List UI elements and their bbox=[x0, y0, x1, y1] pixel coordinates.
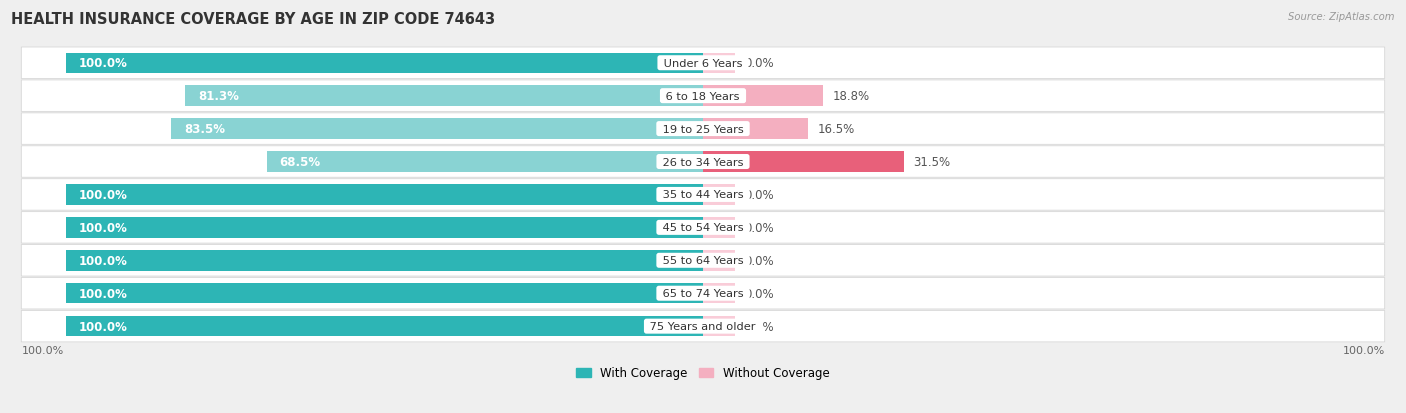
Text: 31.5%: 31.5% bbox=[914, 156, 950, 169]
Bar bbox=[66, 250, 703, 271]
Text: 100.0%: 100.0% bbox=[79, 221, 128, 234]
FancyBboxPatch shape bbox=[21, 311, 1385, 342]
Bar bbox=[703, 152, 904, 172]
Bar bbox=[66, 218, 703, 238]
FancyBboxPatch shape bbox=[21, 179, 1385, 211]
Legend: With Coverage, Without Coverage: With Coverage, Without Coverage bbox=[576, 366, 830, 380]
Bar bbox=[66, 185, 703, 205]
FancyBboxPatch shape bbox=[21, 48, 1385, 79]
Bar bbox=[703, 283, 735, 304]
Text: HEALTH INSURANCE COVERAGE BY AGE IN ZIP CODE 74643: HEALTH INSURANCE COVERAGE BY AGE IN ZIP … bbox=[11, 12, 495, 27]
Text: 68.5%: 68.5% bbox=[280, 156, 321, 169]
FancyBboxPatch shape bbox=[21, 114, 1385, 145]
Text: 0.0%: 0.0% bbox=[744, 188, 775, 202]
Text: 19 to 25 Years: 19 to 25 Years bbox=[659, 124, 747, 134]
Text: Source: ZipAtlas.com: Source: ZipAtlas.com bbox=[1288, 12, 1395, 22]
FancyBboxPatch shape bbox=[21, 212, 1385, 244]
Bar bbox=[172, 119, 703, 140]
Bar bbox=[703, 119, 808, 140]
Bar bbox=[703, 316, 735, 337]
Text: 100.0%: 100.0% bbox=[79, 320, 128, 333]
Text: 26 to 34 Years: 26 to 34 Years bbox=[659, 157, 747, 167]
Bar bbox=[703, 250, 735, 271]
Text: 0.0%: 0.0% bbox=[744, 254, 775, 267]
Text: 100.0%: 100.0% bbox=[1343, 345, 1385, 355]
Text: 100.0%: 100.0% bbox=[79, 287, 128, 300]
FancyBboxPatch shape bbox=[21, 147, 1385, 178]
Bar bbox=[66, 316, 703, 337]
Text: 75 Years and older: 75 Years and older bbox=[647, 321, 759, 331]
Text: 35 to 44 Years: 35 to 44 Years bbox=[659, 190, 747, 200]
Text: 16.5%: 16.5% bbox=[818, 123, 855, 136]
FancyBboxPatch shape bbox=[21, 81, 1385, 112]
Text: 18.8%: 18.8% bbox=[832, 90, 869, 103]
Bar bbox=[66, 53, 703, 74]
Text: 0.0%: 0.0% bbox=[744, 221, 775, 234]
Text: 6 to 18 Years: 6 to 18 Years bbox=[662, 91, 744, 102]
Text: 0.0%: 0.0% bbox=[744, 320, 775, 333]
Text: 0.0%: 0.0% bbox=[744, 287, 775, 300]
Text: 45 to 54 Years: 45 to 54 Years bbox=[659, 223, 747, 233]
FancyBboxPatch shape bbox=[21, 245, 1385, 276]
Bar bbox=[703, 86, 823, 107]
Text: 100.0%: 100.0% bbox=[79, 188, 128, 202]
Text: 100.0%: 100.0% bbox=[21, 345, 63, 355]
Bar bbox=[267, 152, 703, 172]
Text: 65 to 74 Years: 65 to 74 Years bbox=[659, 289, 747, 299]
Bar bbox=[186, 86, 703, 107]
Text: Under 6 Years: Under 6 Years bbox=[659, 59, 747, 69]
Bar bbox=[703, 53, 735, 74]
Text: 83.5%: 83.5% bbox=[184, 123, 225, 136]
Text: 81.3%: 81.3% bbox=[198, 90, 239, 103]
Text: 55 to 64 Years: 55 to 64 Years bbox=[659, 256, 747, 266]
Bar bbox=[66, 283, 703, 304]
Text: 100.0%: 100.0% bbox=[79, 57, 128, 70]
FancyBboxPatch shape bbox=[21, 278, 1385, 309]
Bar bbox=[703, 185, 735, 205]
Text: 100.0%: 100.0% bbox=[79, 254, 128, 267]
Text: 0.0%: 0.0% bbox=[744, 57, 775, 70]
Bar bbox=[703, 218, 735, 238]
